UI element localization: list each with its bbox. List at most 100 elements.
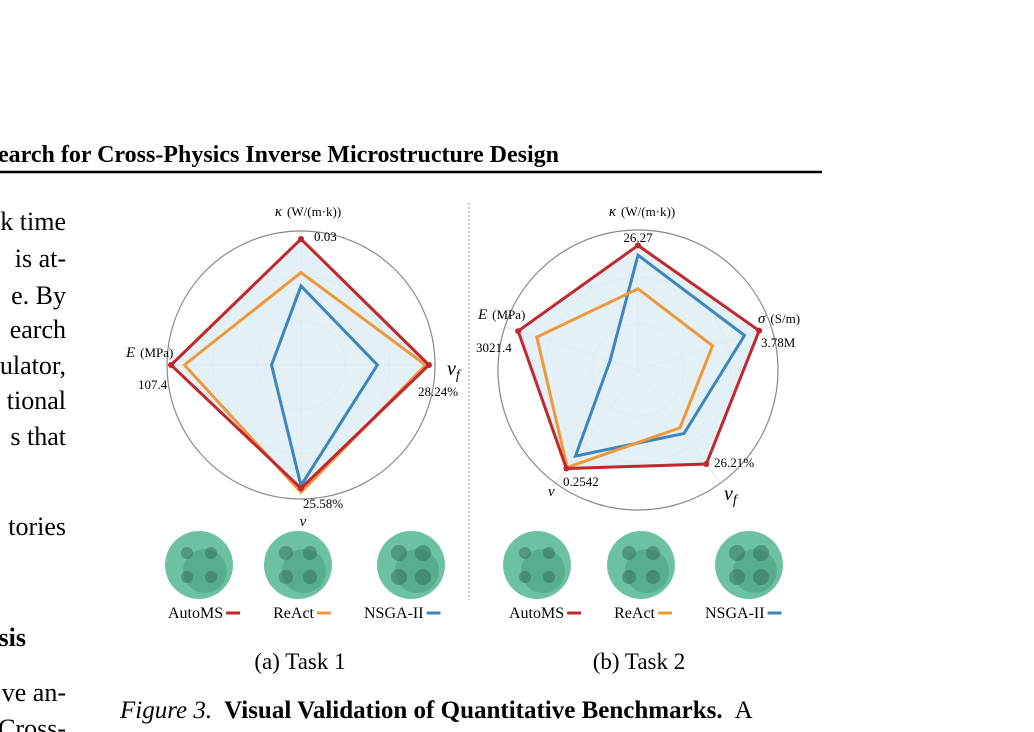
lattice-hole — [729, 569, 745, 585]
axis-unit: (W/(m·k)) — [287, 204, 341, 219]
axis-unit: (MPa) — [492, 307, 525, 322]
vertex-dot — [298, 236, 304, 243]
body-text: earch — [10, 315, 66, 344]
vertex-dot — [703, 461, 710, 468]
body-text: s that — [10, 422, 66, 451]
body-text: ve an- — [2, 678, 66, 707]
lattice-hole — [303, 546, 317, 560]
body-text: tories — [8, 512, 66, 541]
lattice-shade — [183, 549, 227, 593]
lattice-hole — [646, 546, 660, 560]
axis-symbol: E — [125, 345, 135, 361]
legend-label: ReAct — [614, 605, 655, 622]
running-title: earch for Cross-Physics Inverse Microstr… — [0, 142, 559, 168]
outer-ring — [166, 230, 436, 500]
axis-name: vf — [447, 358, 462, 383]
legend-label: ReAct — [273, 605, 314, 622]
axis-unit: (MPa) — [140, 345, 173, 360]
lattice-hole — [646, 570, 660, 584]
lattice-hole — [519, 571, 531, 583]
axis-name: σ (S/m) — [758, 311, 800, 327]
body-text: Cross- — [0, 714, 66, 732]
lattice-hole — [622, 570, 636, 584]
lattice-hole — [181, 547, 193, 559]
vertex-dot — [515, 328, 522, 335]
axis-value-label: 25.58% — [303, 496, 343, 511]
axis-name: κ (W/(m·k)) — [275, 204, 341, 220]
lattice-hole — [622, 546, 636, 560]
lattice-hole — [279, 570, 293, 584]
microstructure — [264, 531, 332, 599]
caption-text: A — [735, 697, 753, 724]
microstructure — [607, 531, 675, 599]
caption-label: Figure 3. — [119, 697, 212, 724]
legend-label: AutoMS — [509, 605, 564, 622]
axis-unit: (W/(m·k)) — [621, 204, 675, 219]
axis-subscript: f — [456, 368, 462, 383]
vertex-dot — [756, 327, 763, 334]
lattice-hole — [753, 569, 769, 585]
series-line — [535, 287, 715, 470]
outer-ring — [497, 229, 779, 511]
axis-value-label: 0.03 — [314, 229, 337, 244]
microstructure-images — [165, 531, 783, 599]
lattice-shade — [521, 549, 565, 593]
body-text: ulator, — [0, 351, 66, 380]
axis-value-label: 26.27 — [623, 230, 653, 245]
microstructure — [503, 531, 571, 599]
lattice-hole — [729, 545, 745, 561]
vertex-dot — [298, 485, 304, 492]
lattice-shade — [625, 549, 669, 593]
axis-name: ν — [300, 514, 307, 530]
series-area — [171, 239, 429, 489]
figure-caption: Figure 3. Visual Validation of Quantitati… — [119, 697, 753, 724]
lattice-hole — [753, 545, 769, 561]
lattice-hole — [415, 545, 431, 561]
body-text: e. By — [11, 281, 66, 310]
legend-label: AutoMS — [168, 605, 223, 622]
axis-name: vf — [724, 483, 739, 508]
body-text: k time — [0, 207, 66, 236]
lattice-hole — [205, 547, 217, 559]
body-text: tional — [7, 386, 66, 415]
axis-symbol: κ — [609, 204, 617, 220]
legend-label: NSGA-II — [364, 605, 424, 622]
section-heading: sis — [0, 623, 26, 652]
axis-symbol: v — [447, 358, 456, 380]
vertex-dot — [425, 362, 432, 368]
axis-symbol: v — [724, 483, 733, 505]
axis-name: E (MPa) — [477, 307, 525, 323]
series-line — [182, 270, 428, 495]
lattice-hole — [415, 569, 431, 585]
axis-value-label: 107.4 — [138, 377, 168, 392]
panel-caption: (b) Task 2 — [593, 649, 686, 674]
axis-subscript: f — [733, 493, 739, 508]
microstructure — [165, 531, 233, 599]
axis-symbol: ν — [300, 514, 307, 530]
series-line — [516, 243, 761, 471]
microstructure — [715, 531, 783, 599]
axis-name: κ (W/(m·k)) — [609, 204, 675, 220]
vertex-dot — [563, 465, 570, 472]
lattice-hole — [519, 547, 531, 559]
lattice-shade — [282, 549, 326, 593]
axis-value-label: 26.21% — [714, 455, 754, 470]
axis-symbol: ν — [548, 484, 555, 500]
axis-value-label: 3.78M — [761, 335, 796, 350]
microstructure — [377, 531, 445, 599]
axis-unit: (S/m) — [770, 311, 800, 326]
lattice-hole — [543, 547, 555, 559]
vertex-dot — [635, 242, 641, 249]
legend-label: NSGA-II — [705, 605, 765, 622]
axis-value-label: 3021.4 — [476, 340, 512, 355]
axis-symbol: κ — [275, 204, 283, 220]
axis-value-label: 0.2542 — [563, 474, 599, 489]
panel-caption: (a) Task 1 — [254, 649, 345, 674]
lattice-hole — [303, 570, 317, 584]
lattice-hole — [181, 571, 193, 583]
lattice-hole — [391, 545, 407, 561]
axis-value-label: 28.24% — [418, 384, 458, 399]
lattice-hole — [543, 571, 555, 583]
vertex-dot — [168, 362, 175, 368]
